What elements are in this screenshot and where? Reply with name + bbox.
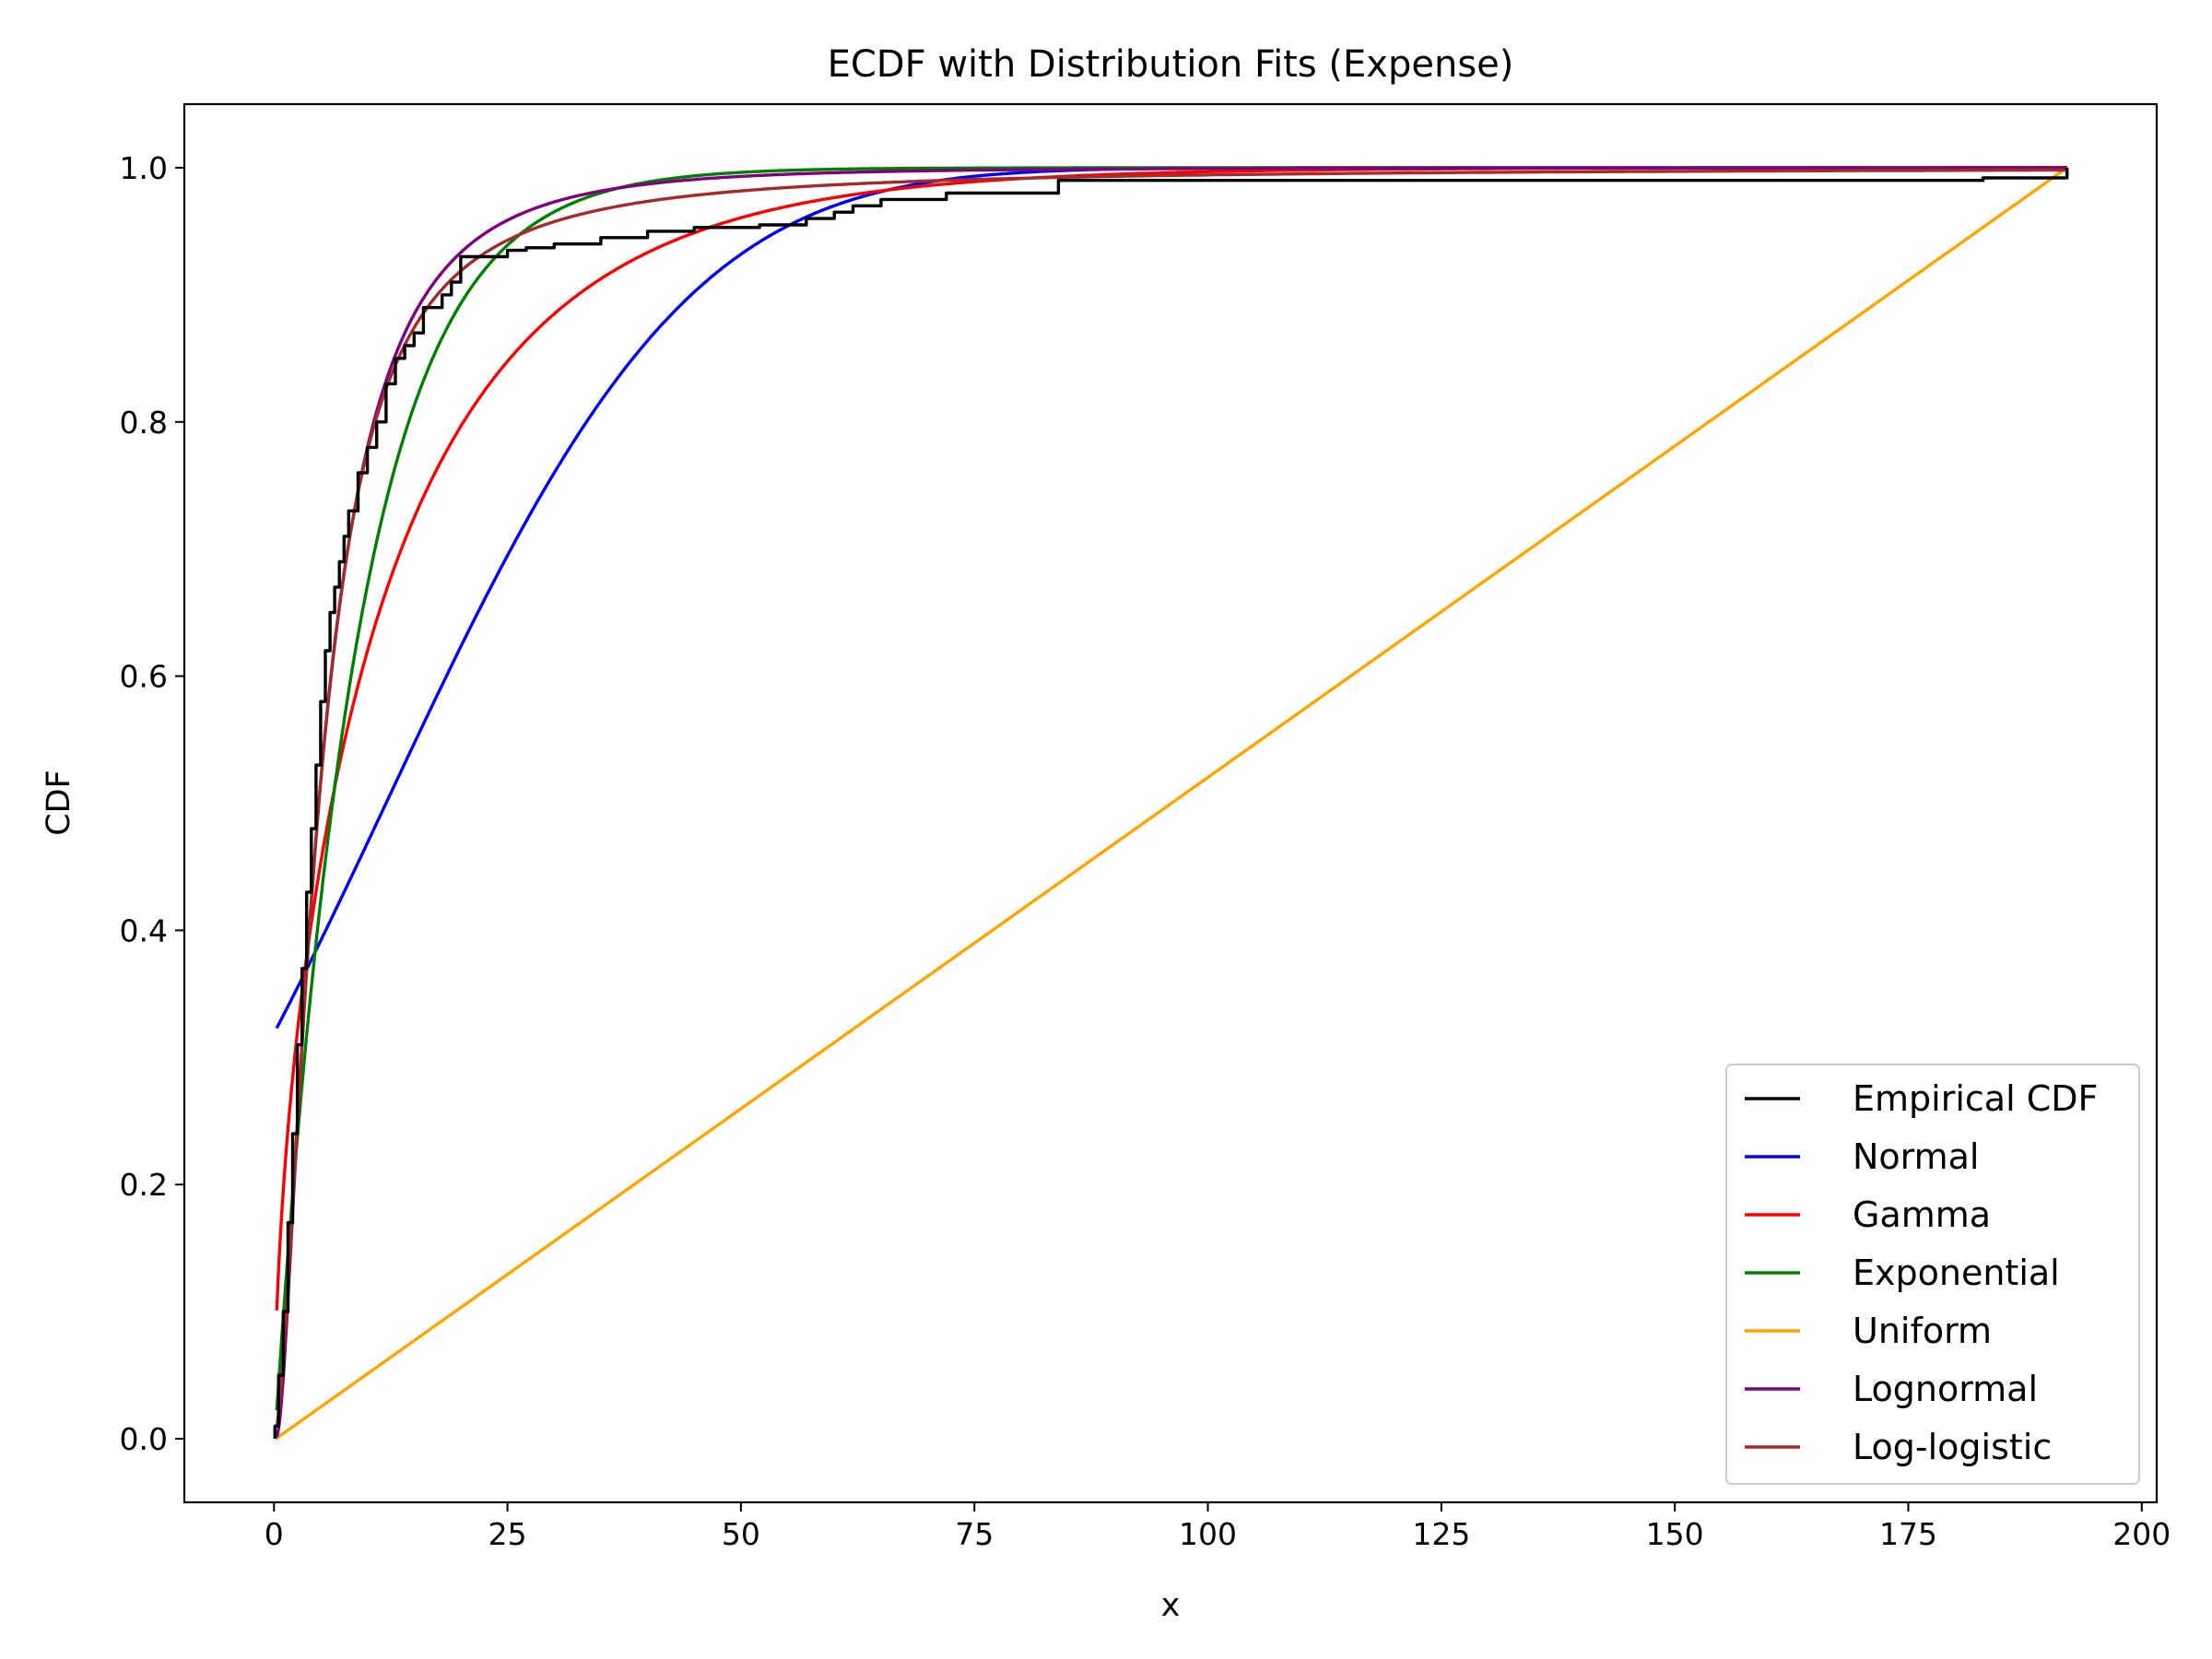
y-axis-label: CDF	[41, 770, 77, 836]
legend-label: Uniform	[1853, 1311, 1992, 1351]
y-tick-label: 0.8	[120, 405, 168, 441]
x-tick-label: 50	[722, 1516, 760, 1552]
series-line-uniform	[274, 166, 2068, 1441]
legend-box	[1725, 1064, 2140, 1485]
x-tick-label: 75	[955, 1516, 994, 1552]
y-tick-label: 0.4	[120, 912, 168, 948]
y-tick-label: 1.0	[120, 150, 168, 186]
legend-items: Empirical CDF Normal Gamma Exponential Unifo…	[1745, 1078, 2098, 1467]
legend-label: Normal	[1853, 1136, 1980, 1177]
legend-label: Gamma	[1853, 1194, 1991, 1235]
legend-label: Exponential	[1853, 1253, 2060, 1293]
y-tick-label: 0.0	[120, 1421, 168, 1457]
series-line-empirical-cdf	[273, 168, 2069, 1439]
y-tick-label: 0.2	[120, 1167, 168, 1203]
x-tick-label: 0	[265, 1516, 284, 1552]
y-tick-label: 0.6	[120, 659, 168, 695]
legend: Empirical CDF Normal Gamma Exponential Unifo…	[1725, 1064, 2140, 1485]
plot-lines	[273, 166, 2069, 1441]
x-axis: 0 25 50 75 100 125 150 175 200	[265, 1502, 2171, 1552]
x-axis-label: x	[1161, 1587, 1181, 1624]
series-line-log-logistic	[275, 168, 2067, 1430]
legend-label: Empirical CDF	[1853, 1078, 2098, 1119]
x-tick-label: 175	[1879, 1516, 1937, 1552]
legend-label: Lognormal	[1853, 1369, 2038, 1409]
plot-frame	[182, 102, 2159, 1504]
x-tick-label: 200	[2112, 1516, 2171, 1552]
chart-title: ECDF with Distribution Fits (Expense)	[828, 43, 1514, 86]
y-axis: 0.0 0.2 0.4 0.6 0.8 1.0	[120, 150, 184, 1457]
x-tick-label: 150	[1646, 1516, 1704, 1552]
x-tick-label: 100	[1179, 1516, 1237, 1552]
series-line-normal	[275, 166, 2067, 1030]
legend-label: Log-logistic	[1853, 1427, 2052, 1467]
x-tick-label: 125	[1412, 1516, 1470, 1552]
x-tick-label: 25	[488, 1516, 527, 1552]
